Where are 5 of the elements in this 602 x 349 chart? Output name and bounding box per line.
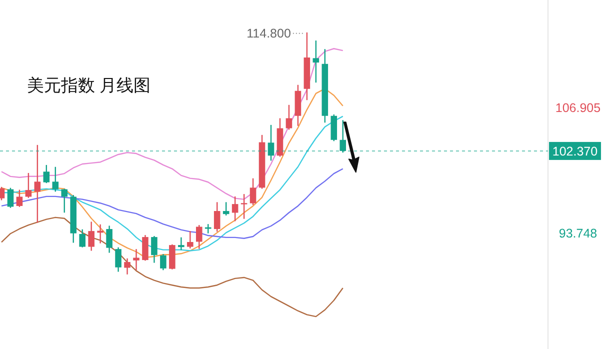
annotation: 114.800 [246,26,291,40]
y-tick-label: 93.748 [558,226,598,241]
y-tick-label: 106.905 [555,101,601,116]
text: 美元指数 月线图 [27,76,151,95]
ref-line-label: 102.370 [552,144,598,158]
